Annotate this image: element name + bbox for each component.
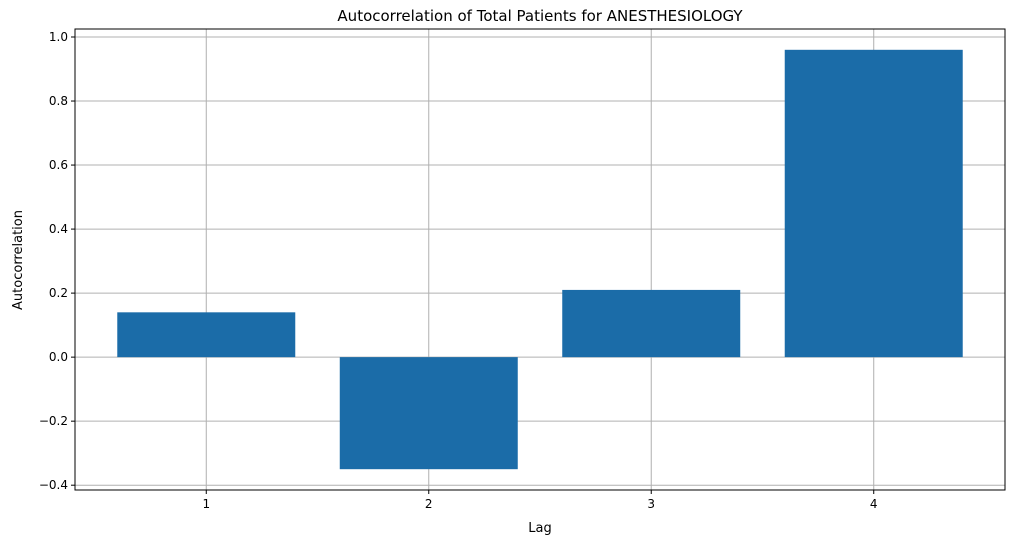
x-tick-label: 1: [202, 497, 210, 511]
y-tick-label: 0.0: [49, 350, 68, 364]
x-tick-label: 3: [647, 497, 655, 511]
y-tick-label: 0.2: [49, 286, 68, 300]
bars: [117, 49, 963, 470]
y-tick-label: 0.4: [49, 222, 68, 236]
x-tick-label: 2: [425, 497, 433, 511]
bar-lag-1: [117, 312, 296, 358]
x-axis: 1 2 3 4: [202, 490, 878, 511]
bar-lag-2: [339, 357, 518, 470]
plot-frame: [74, 28, 1006, 491]
y-tick-label: 1.0: [49, 30, 68, 44]
y-tick-label: 0.6: [49, 158, 68, 172]
y-tick-label: 0.8: [49, 94, 68, 108]
x-axis-label: Lag: [528, 521, 551, 536]
bar-lag-4: [784, 49, 963, 358]
bar-lag-3: [562, 289, 741, 358]
y-axis: −0.4 −0.2 0.0 0.2 0.4 0.6 0.8 1.0: [39, 30, 75, 492]
y-tick-label: −0.2: [39, 414, 68, 428]
x-tick-label: 4: [870, 497, 878, 511]
y-tick-label: −0.4: [39, 478, 68, 492]
chart-title: Autocorrelation of Total Patients for AN…: [337, 7, 743, 25]
y-axis-label: Autocorrelation: [11, 210, 26, 310]
